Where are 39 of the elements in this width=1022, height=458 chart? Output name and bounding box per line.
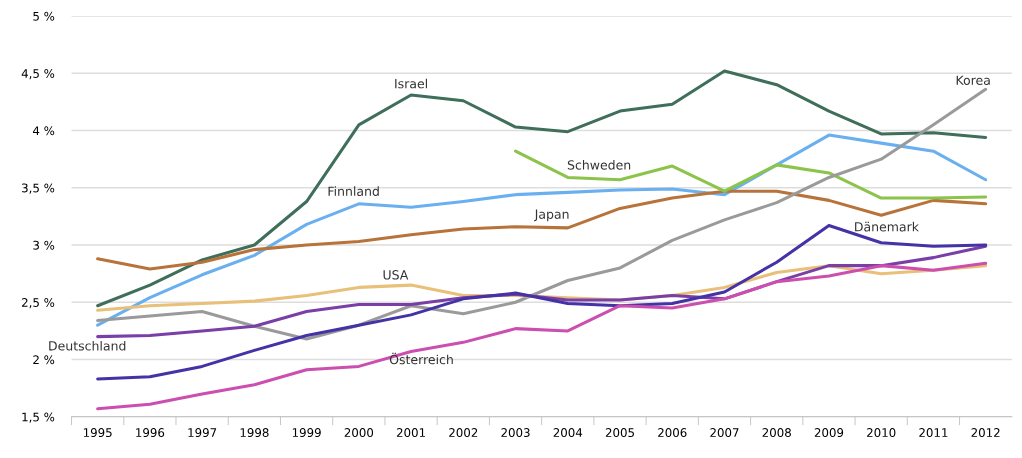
x-tick-label: 2002	[449, 428, 478, 438]
y-tick-label: 3 %	[33, 240, 55, 250]
line-series	[96, 133, 988, 327]
x-tick-label: 1999	[292, 428, 321, 438]
x-tick-label: 2000	[344, 428, 374, 438]
series-label: USA	[383, 270, 409, 280]
x-tick-label: 2010	[867, 428, 896, 438]
series-label: Japan	[534, 209, 569, 222]
y-tick-label: 4 %	[32, 126, 55, 136]
series-label: Finnland	[328, 186, 379, 196]
line-series	[96, 87, 988, 341]
series-label: Deutschland	[49, 340, 126, 351]
y-tick-label: 4,5 %	[21, 69, 55, 80]
y-tick-label: 3,5 %	[22, 183, 55, 194]
x-tick-label: 2009	[814, 428, 844, 438]
y-tick-label: 5 %	[33, 11, 55, 21]
x-tick-label: 2008	[762, 428, 791, 438]
x-tick-label: 1996	[136, 428, 165, 438]
series-label: Korea	[956, 75, 990, 85]
x-tick-label: 2003	[501, 428, 530, 438]
series-label: Israel	[395, 78, 427, 89]
x-tick-label: 2005	[605, 428, 634, 438]
y-tick-label: 1,5 %	[22, 412, 55, 423]
x-tick-label: 1997	[188, 428, 217, 438]
line-series	[96, 69, 988, 308]
x-tick-label: 1995	[83, 428, 112, 438]
line-series	[514, 149, 988, 200]
series-label: Österreich	[389, 352, 453, 365]
y-tick-label: 2 %	[33, 355, 55, 365]
series-label: Dänemark	[855, 221, 919, 232]
x-tick-label: 2006	[658, 428, 687, 438]
x-tick-label: 2001	[396, 428, 425, 438]
x-tick-label: 1998	[240, 428, 269, 438]
x-tick-label: 2011	[919, 428, 948, 438]
series-label: Schweden	[567, 159, 631, 170]
x-tick-label: 2007	[710, 428, 739, 438]
x-tick-label: 2012	[971, 428, 1000, 438]
x-tick-label: 2004	[553, 428, 583, 438]
y-tick-label: 2,5 %	[21, 298, 55, 309]
